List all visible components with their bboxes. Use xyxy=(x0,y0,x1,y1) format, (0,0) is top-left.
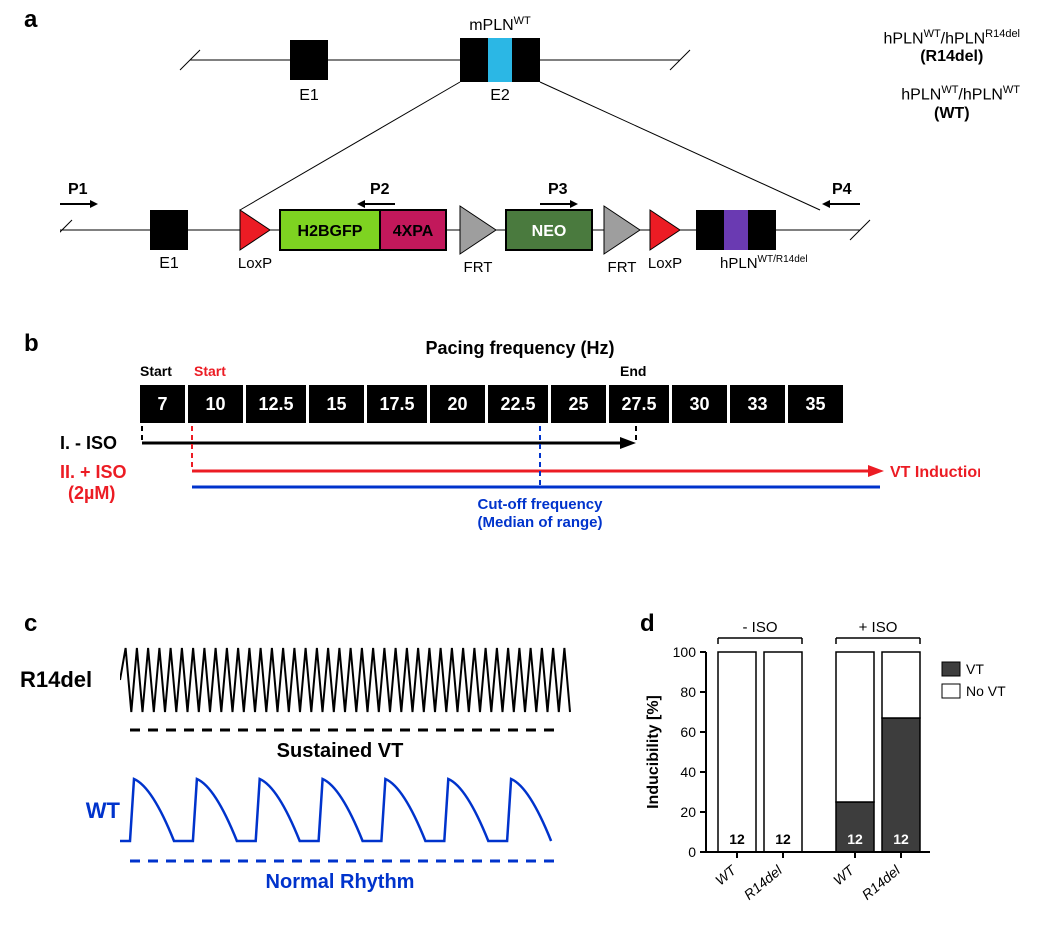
svg-text:NEO: NEO xyxy=(532,223,567,240)
freq-box: 30 xyxy=(672,385,727,423)
frequency-row: 71012.51517.52022.52527.5303335 xyxy=(140,385,980,423)
panel-c-label: c xyxy=(24,610,37,638)
svg-text:No VT: No VT xyxy=(966,683,1006,699)
wt-trace xyxy=(120,771,580,851)
p3-arrow: P3 xyxy=(540,181,578,208)
svg-text:P3: P3 xyxy=(548,181,568,198)
svg-text:E1: E1 xyxy=(159,255,179,272)
panel-b-label: b xyxy=(24,330,39,358)
p1-arrow: P1 xyxy=(60,181,98,208)
genotype-r14del-paren: (R14del) xyxy=(884,48,1020,66)
svg-text:12: 12 xyxy=(847,831,863,847)
e1-top-label: E1 xyxy=(299,87,319,104)
svg-text:40: 40 xyxy=(680,764,696,780)
freq-box: 33 xyxy=(730,385,785,423)
e2-label: E2 xyxy=(490,87,510,104)
pacing-title: Pacing frequency (Hz) xyxy=(170,338,870,359)
svg-text:- ISO: - ISO xyxy=(742,619,777,636)
svg-text:100: 100 xyxy=(673,644,697,660)
svg-text:R14del: R14del xyxy=(859,861,904,902)
freq-box: 20 xyxy=(430,385,485,423)
freq-box: 22.5 xyxy=(488,385,548,423)
svg-text:WT: WT xyxy=(712,861,740,888)
svg-text:H2BGFP: H2BGFP xyxy=(298,223,363,240)
genotype-wt: hPLNWT/hPLNWT xyxy=(884,84,1020,104)
freq-box: 27.5 xyxy=(609,385,669,423)
svg-text:12: 12 xyxy=(729,831,745,847)
freq-box: 12.5 xyxy=(246,385,306,423)
svg-text:R14del: R14del xyxy=(741,861,786,902)
freq-box: 17.5 xyxy=(367,385,427,423)
svg-text:4XPA: 4XPA xyxy=(393,223,434,240)
freq-box: 10 xyxy=(188,385,243,423)
svg-text:Cut-off frequency: Cut-off frequency xyxy=(478,496,604,513)
panel-c-container: R14del Sustained VT WT Normal Rhythm xyxy=(20,640,580,894)
genotype-wt-paren: (WT) xyxy=(884,105,1020,123)
svg-text:II. + ISO: II. + ISO xyxy=(60,462,127,482)
svg-text:I. - ISO: I. - ISO xyxy=(60,433,117,453)
genotype-r14del: hPLNWT/hPLNR14del xyxy=(884,28,1020,48)
start-label-1: Start xyxy=(140,363,172,379)
svg-text:FRT: FRT xyxy=(608,259,637,276)
svg-text:P1: P1 xyxy=(68,181,88,198)
start-label-2: Start xyxy=(194,363,226,379)
panel-a-label: a xyxy=(24,6,37,34)
freq-box: 35 xyxy=(788,385,843,423)
svg-text:Inducibility [%]: Inducibility [%] xyxy=(645,695,662,809)
svg-text:0: 0 xyxy=(688,844,696,860)
normal-rhythm-label: Normal Rhythm xyxy=(120,871,560,894)
p2-arrow: P2 xyxy=(357,181,395,208)
svg-text:VT: VT xyxy=(966,661,984,677)
svg-text:LoxP: LoxP xyxy=(648,255,682,272)
p4-arrow: P4 xyxy=(822,181,860,208)
svg-text:12: 12 xyxy=(893,831,909,847)
panel-b-container: Pacing frequency (Hz) Start Start End 71… xyxy=(110,338,980,563)
freq-box: 15 xyxy=(309,385,364,423)
r14del-trace-label: R14del xyxy=(20,667,120,693)
freq-box: 7 xyxy=(140,385,185,423)
svg-text:(2µM): (2µM) xyxy=(68,483,115,503)
svg-text:P2: P2 xyxy=(370,181,390,198)
r14del-trace xyxy=(120,640,580,720)
sustained-vt-label: Sustained VT xyxy=(120,740,560,763)
svg-text:(Median of range): (Median of range) xyxy=(477,514,602,531)
svg-text:80: 80 xyxy=(680,684,696,700)
svg-text:LoxP: LoxP xyxy=(238,255,272,272)
mpln-label: mPLNWT xyxy=(469,15,531,34)
svg-text:VT Induction: VT Induction xyxy=(890,464,980,481)
wt-trace-label: WT xyxy=(20,798,120,824)
freq-box: 25 xyxy=(551,385,606,423)
svg-text:20: 20 xyxy=(680,804,696,820)
svg-text:WT: WT xyxy=(830,861,858,888)
hpln-label: hPLNWT/R14del xyxy=(720,254,808,272)
panel-d-chart: 020406080100Inducibility [%]12121212WTR1… xyxy=(640,612,1040,952)
svg-text:+ ISO: + ISO xyxy=(859,619,898,636)
svg-text:12: 12 xyxy=(775,831,791,847)
svg-text:60: 60 xyxy=(680,724,696,740)
svg-text:P4: P4 xyxy=(832,181,852,198)
svg-text:FRT: FRT xyxy=(464,259,493,276)
genotype-block: hPLNWT/hPLNR14del (R14del) hPLNWT/hPLNWT… xyxy=(884,28,1020,123)
panel-a-diagram: E1 E2 mPLNWT P1 P2 P3 P4 E1 LoxP H2BGFP … xyxy=(60,10,880,310)
end-label: End xyxy=(620,363,646,379)
